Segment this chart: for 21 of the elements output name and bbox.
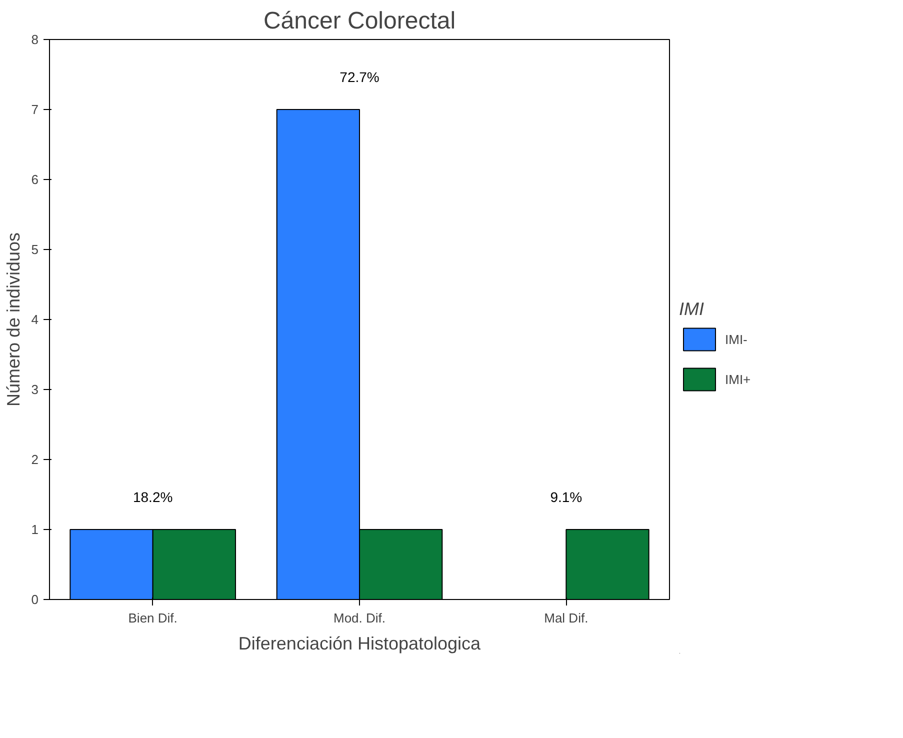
y-tick-label: 1 (31, 522, 39, 537)
annotation: 9.1% (550, 489, 582, 505)
legend-label: IMI+ (725, 372, 751, 386)
chart-title: Cáncer Colorectal (263, 8, 456, 34)
legend-title: IMI (679, 299, 705, 320)
y-tick-label: 2 (31, 452, 39, 467)
y-axis-title: Número de individuos (3, 232, 24, 407)
y-tick-label: 5 (31, 242, 39, 257)
y-tick-label: 3 (31, 382, 39, 397)
annotation: 18.2% (132, 489, 173, 505)
x-tick-label: Mod. Dif. (333, 610, 386, 626)
x-tick-label: Mal Dif. (544, 610, 588, 626)
y-tick-label: 7 (31, 102, 39, 117)
y-tick-label: 8 (31, 32, 39, 47)
x-axis-title: Diferenciación Histopatologica (238, 634, 482, 654)
y-tick-label: 4 (31, 312, 39, 327)
x-tick-label: Bien Dif. (128, 610, 178, 626)
y-tick-label: 6 (31, 172, 39, 187)
legend-label: IMI- (725, 332, 748, 346)
annotation: 72.7% (340, 69, 380, 85)
y-tick-label: 0 (31, 592, 39, 607)
